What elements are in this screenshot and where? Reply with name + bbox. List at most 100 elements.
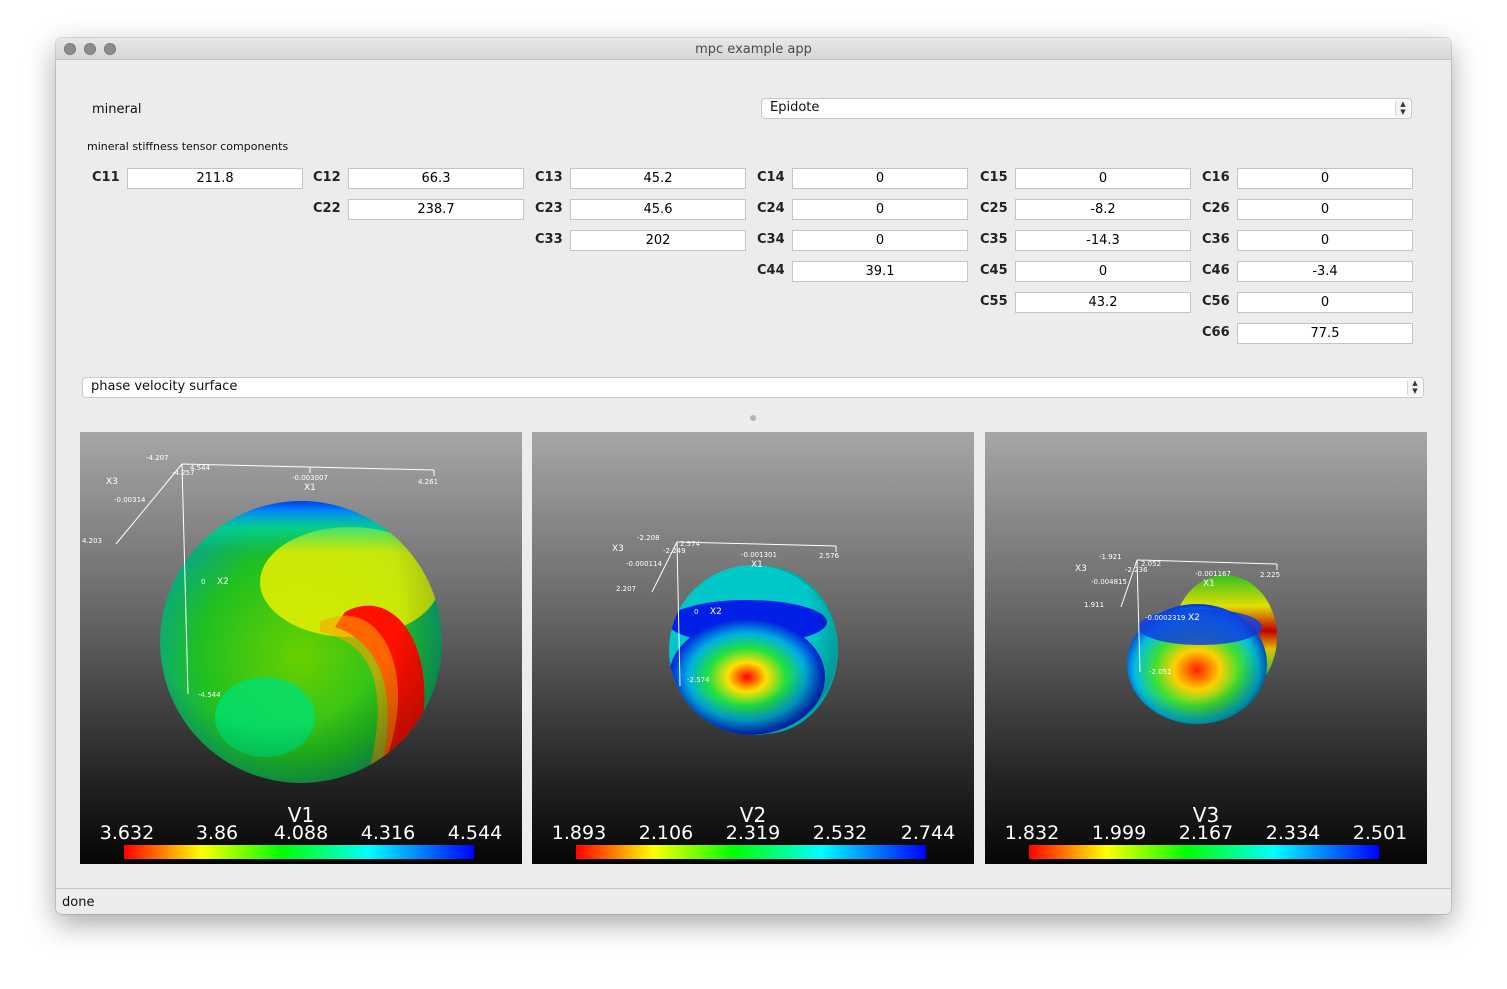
axis-tick: -4.257 <box>172 469 195 477</box>
tensor-field-c12[interactable]: 66.3 <box>348 168 524 189</box>
axis-tick: 2.574 <box>680 540 701 548</box>
tensor-field-c46[interactable]: -3.4 <box>1237 261 1413 282</box>
tensor-label-c15: C15 <box>980 170 1008 185</box>
colorbar-tick: 2.319 <box>726 822 780 844</box>
tensor-field-c66[interactable]: 77.5 <box>1237 323 1413 344</box>
axis-label-x1: X1 <box>1203 579 1215 589</box>
tensor-field-c33[interactable]: 202 <box>570 230 746 251</box>
colorbar <box>124 845 474 859</box>
colorbar-tick: 4.088 <box>274 822 328 844</box>
axis-tick: 0 <box>201 578 205 586</box>
tensor-label-c16: C16 <box>1202 170 1230 185</box>
plot-mode-value: phase velocity surface <box>91 379 238 394</box>
tensor-label-c36: C36 <box>1202 232 1230 247</box>
axis-tick: -2.051 <box>1149 668 1172 676</box>
tensor-field-c22[interactable]: 238.7 <box>348 199 524 220</box>
colorbar <box>576 845 926 859</box>
colorbar-tick: 2.532 <box>813 822 867 844</box>
tensor-field-c25[interactable]: -8.2 <box>1015 199 1191 220</box>
tensor-label-c33: C33 <box>535 232 563 247</box>
colorbar <box>1029 845 1379 859</box>
tensor-label-c56: C56 <box>1202 294 1230 309</box>
colorbar-tick: 2.167 <box>1179 822 1233 844</box>
colorbar-tick: 4.316 <box>361 822 415 844</box>
axis-label-x2: X2 <box>217 577 229 587</box>
axis-label-x1: X1 <box>304 483 316 493</box>
axis-label-x3: X3 <box>1075 564 1087 574</box>
tensor-field-c44[interactable]: 39.1 <box>792 261 968 282</box>
colorbar-tick: 2.501 <box>1353 822 1407 844</box>
axis-tick: 4.544 <box>190 464 211 472</box>
mineral-select-value: Epidote <box>770 100 820 115</box>
velocity-view-v2[interactable]: -2.208 -2.249 2.574 -0.000114 -0.001301 … <box>532 432 974 864</box>
close-window-button[interactable] <box>64 43 76 55</box>
colorbar-tick: 2.744 <box>901 822 955 844</box>
tensor-label-c66: C66 <box>1202 325 1230 340</box>
colorbar-tick: 1.999 <box>1092 822 1146 844</box>
tensor-label-c34: C34 <box>757 232 785 247</box>
plot-mode-select[interactable]: phase velocity surface ▲ ▼ <box>82 377 1424 398</box>
splitter-handle[interactable] <box>750 415 756 421</box>
tensor-label-c46: C46 <box>1202 263 1230 278</box>
axis-tick: -0.001167 <box>1195 570 1231 578</box>
axis-tick: -1.921 <box>1099 553 1122 561</box>
tensor-field-c34[interactable]: 0 <box>792 230 968 251</box>
tensor-label-c24: C24 <box>757 201 785 216</box>
status-bar: done <box>56 888 1451 914</box>
axis-tick: 2.576 <box>819 552 840 560</box>
tensor-field-c36[interactable]: 0 <box>1237 230 1413 251</box>
tensor-label-c13: C13 <box>535 170 563 185</box>
tensor-label-c35: C35 <box>980 232 1008 247</box>
mineral-select[interactable]: Epidote ▲ ▼ <box>761 98 1412 119</box>
colorbar-tick: 1.893 <box>552 822 606 844</box>
tensor-label-c55: C55 <box>980 294 1008 309</box>
colorbar-title: V3 <box>1193 803 1219 827</box>
axis-tick: 4.203 <box>82 537 102 545</box>
axis-tick: -4.207 <box>146 454 169 462</box>
mineral-label: mineral <box>92 102 142 117</box>
axis-tick: -0.003007 <box>292 474 328 482</box>
velocity-view-v3[interactable]: -1.921 -2.236 2.052 -0.004815 -0.001167 … <box>985 432 1427 864</box>
axis-tick: 0 <box>694 608 698 616</box>
tensor-field-c16[interactable]: 0 <box>1237 168 1413 189</box>
axis-tick: 2.052 <box>1141 560 1161 568</box>
axis-tick: 1.911 <box>1084 601 1104 609</box>
velocity-view-v1[interactable]: -4.207 -4.257 4.544 -0.00314 -0.003007 4… <box>80 432 522 864</box>
minimize-window-button[interactable] <box>84 43 96 55</box>
phase-velocity-surface <box>160 501 442 783</box>
tensor-field-c23[interactable]: 45.6 <box>570 199 746 220</box>
tensor-label-c26: C26 <box>1202 201 1230 216</box>
axis-tick: 2.207 <box>616 585 636 593</box>
tensor-field-c24[interactable]: 0 <box>792 199 968 220</box>
axis-label-x2: X2 <box>1188 613 1200 623</box>
axis-tick: -0.0002319 <box>1145 614 1185 622</box>
tensor-label-c45: C45 <box>980 263 1008 278</box>
tensor-field-c56[interactable]: 0 <box>1237 292 1413 313</box>
title-bar: mpc example app <box>56 38 1451 60</box>
tensor-heading: mineral stiffness tensor components <box>87 140 289 153</box>
tensor-label-c11: C11 <box>92 170 120 185</box>
zoom-window-button[interactable] <box>104 43 116 55</box>
axis-tick: -2.574 <box>687 676 710 684</box>
tensor-field-c45[interactable]: 0 <box>1015 261 1191 282</box>
colorbar-title: V1 <box>288 803 314 827</box>
axis-tick: -2.236 <box>1125 566 1148 574</box>
tensor-field-c14[interactable]: 0 <box>792 168 968 189</box>
axes-triad <box>1120 559 1278 673</box>
tensor-field-c55[interactable]: 43.2 <box>1015 292 1191 313</box>
tensor-label-c22: C22 <box>313 201 341 216</box>
tensor-field-c11[interactable]: 211.8 <box>127 168 303 189</box>
axis-tick: -4.544 <box>198 691 221 699</box>
axis-tick: 2.225 <box>1260 571 1280 579</box>
tensor-field-c15[interactable]: 0 <box>1015 168 1191 189</box>
axes-triad <box>115 463 435 695</box>
tensor-field-c13[interactable]: 45.2 <box>570 168 746 189</box>
tensor-label-c23: C23 <box>535 201 563 216</box>
colorbar-tick: 4.544 <box>448 822 502 844</box>
tensor-field-c26[interactable]: 0 <box>1237 199 1413 220</box>
tensor-field-c35[interactable]: -14.3 <box>1015 230 1191 251</box>
axis-tick: -2.249 <box>663 547 686 555</box>
tensor-label-c14: C14 <box>757 170 785 185</box>
axis-tick: 4.261 <box>418 478 438 486</box>
axes-triad <box>651 541 837 687</box>
